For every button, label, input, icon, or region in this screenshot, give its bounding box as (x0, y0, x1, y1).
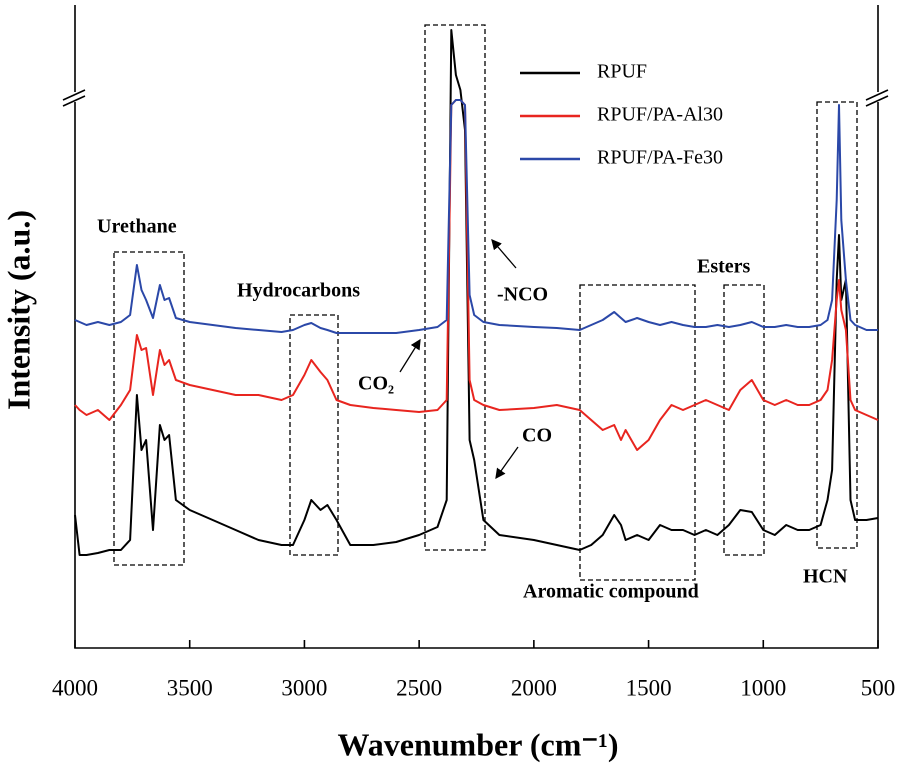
box (113, 251, 185, 566)
axes (62, 5, 889, 649)
x-tick-label: 1000 (740, 675, 786, 700)
x-tick-label: 3500 (167, 675, 213, 700)
annotation: Hydrocarbons (237, 280, 360, 302)
x-tick-label: 1500 (626, 675, 672, 700)
annotation-boxes (113, 24, 858, 581)
x-tick-label: 4000 (52, 675, 98, 700)
y-axis-label: Intensity (a.u.) (0, 210, 36, 410)
x-tick-label: 2000 (511, 675, 557, 700)
arrows (399, 239, 519, 480)
axis-break (62, 89, 889, 107)
series-line (74, 99, 878, 334)
x-axis-label: Wavenumber (cm⁻¹) (338, 726, 619, 762)
annotation: -NCO (497, 284, 548, 306)
x-tick-label: 3000 (281, 675, 327, 700)
annotation: Esters (697, 256, 751, 278)
series-line (74, 99, 879, 451)
box (723, 284, 765, 556)
box (289, 314, 339, 556)
series-line (74, 29, 879, 556)
legend-label: RPUF/PA-Fe30 (597, 147, 723, 169)
legend-label: RPUF (597, 61, 647, 83)
axis-frame (74, 5, 879, 649)
annotation: Urethane (97, 216, 177, 238)
annotation: CO (522, 425, 552, 447)
x-tick-label: 2500 (396, 675, 442, 700)
arrow (491, 239, 517, 269)
box (579, 284, 696, 581)
arrow (495, 446, 519, 480)
annotation: HCN (803, 566, 848, 588)
box (424, 24, 486, 551)
annotation: Aromatic compound (523, 581, 699, 603)
x-tick-label: 500 (861, 675, 896, 700)
legend-label: RPUF/PA-Al30 (597, 104, 723, 126)
arrow (399, 338, 421, 373)
annotation: CO₂ (358, 373, 394, 395)
